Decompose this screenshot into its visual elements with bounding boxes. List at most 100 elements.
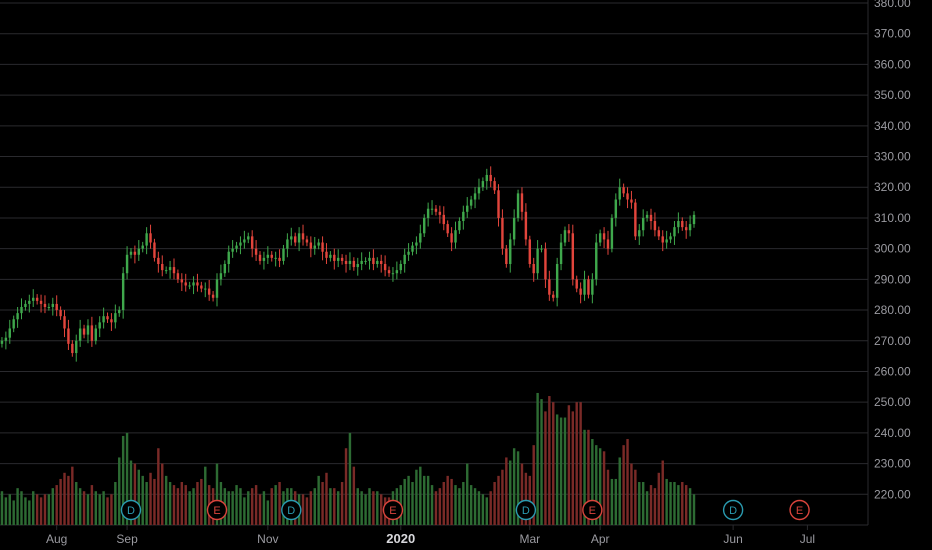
volume-bar — [114, 482, 117, 525]
candle-body — [266, 254, 270, 258]
volume-bar — [630, 463, 633, 525]
marker-label: D — [127, 505, 135, 517]
volume-bar — [215, 463, 219, 525]
candle-body — [571, 233, 575, 280]
candle-body — [82, 328, 86, 335]
volume-bar — [485, 497, 488, 525]
candle-body — [35, 297, 39, 301]
candle-body — [438, 211, 442, 215]
dividend-marker[interactable]: D — [515, 499, 537, 521]
candle-body — [149, 233, 152, 243]
candle-body — [75, 340, 78, 354]
candle-body — [563, 230, 567, 243]
candle-body — [634, 202, 637, 237]
volume-bar — [462, 482, 465, 525]
candle-body — [153, 242, 156, 258]
candle-body — [638, 230, 641, 237]
candle-body — [567, 230, 571, 234]
volume-bar — [653, 488, 657, 525]
candle-body — [606, 239, 610, 249]
candle-body — [336, 257, 340, 261]
marker-circle — [582, 499, 603, 521]
y-tick-label: 290.00 — [874, 272, 911, 286]
volume-bar — [172, 485, 176, 525]
candle-body — [610, 217, 614, 249]
candle-body — [28, 300, 31, 304]
y-tick-label: 310.00 — [874, 211, 911, 225]
candle-body — [669, 236, 672, 240]
dividend-marker[interactable]: D — [281, 499, 302, 521]
candle-body — [661, 236, 664, 243]
volume-bar — [344, 448, 348, 525]
candle-body — [110, 319, 113, 323]
volume-bar — [55, 485, 58, 525]
candle-body — [473, 193, 477, 200]
volume-bar — [168, 482, 172, 525]
candle-body — [380, 260, 383, 264]
candle-body — [536, 248, 539, 274]
marker-label: D — [522, 505, 530, 517]
candle-body — [164, 270, 168, 272]
volume-bar — [528, 475, 532, 525]
candle-body — [286, 239, 289, 249]
volume-bar — [618, 457, 621, 525]
volume-bar — [563, 417, 567, 525]
dividend-marker[interactable]: D — [722, 499, 744, 521]
candle-body — [114, 313, 117, 323]
candle-body — [395, 270, 399, 274]
marker-circle — [789, 499, 810, 521]
candle-body — [505, 248, 508, 264]
volume-bar — [161, 463, 164, 525]
candle-body — [192, 282, 195, 286]
candle-body — [469, 199, 473, 206]
earnings-marker[interactable]: E — [789, 499, 810, 521]
volume-bar — [638, 482, 641, 525]
volume-bar — [35, 494, 39, 525]
price-axis: 220.00 230.00 240.00 250.00 260.00 270.00 280.… — [874, 0, 911, 501]
candle-body — [305, 239, 309, 243]
candle-body — [520, 193, 524, 212]
earnings-marker[interactable]: E — [382, 499, 404, 521]
candle-body — [512, 217, 516, 240]
y-tick-label: 330.00 — [874, 150, 911, 164]
volume-bar — [141, 475, 144, 525]
candle-body — [528, 239, 532, 264]
candle-body — [485, 174, 488, 182]
volume-bar — [430, 485, 434, 525]
volume-bar — [536, 392, 539, 525]
volume-bar — [606, 469, 610, 525]
volume-bar — [368, 488, 371, 525]
candle-body — [481, 181, 485, 188]
earnings-marker[interactable]: E — [582, 499, 603, 521]
volume-bar — [665, 478, 668, 525]
volume-bar — [333, 488, 336, 525]
candle-body — [423, 217, 426, 234]
candle-body — [532, 264, 535, 274]
candle-body — [137, 248, 141, 255]
candle-body — [591, 279, 594, 295]
candle-body — [32, 297, 35, 301]
earnings-marker[interactable]: E — [206, 499, 228, 521]
volume-bar — [51, 488, 54, 525]
y-tick-label: 260.00 — [874, 364, 911, 378]
candle-body — [516, 193, 520, 218]
candle-body — [372, 257, 375, 264]
volume-bar — [446, 475, 449, 525]
dividend-marker[interactable]: D — [120, 499, 142, 521]
price-candles — [0, 166, 696, 362]
candle-body — [626, 193, 629, 200]
candle-body — [645, 214, 649, 218]
marker-circle — [722, 499, 744, 521]
candle-body — [462, 211, 465, 222]
candle-body — [684, 227, 688, 231]
candle-body — [211, 294, 215, 298]
volume-bar — [493, 482, 496, 525]
grid-lines — [0, 0, 869, 526]
x-tick-label: Nov — [257, 532, 278, 546]
volume-bar — [8, 494, 11, 525]
volume-bar — [380, 494, 383, 525]
volume-bar — [677, 485, 680, 525]
